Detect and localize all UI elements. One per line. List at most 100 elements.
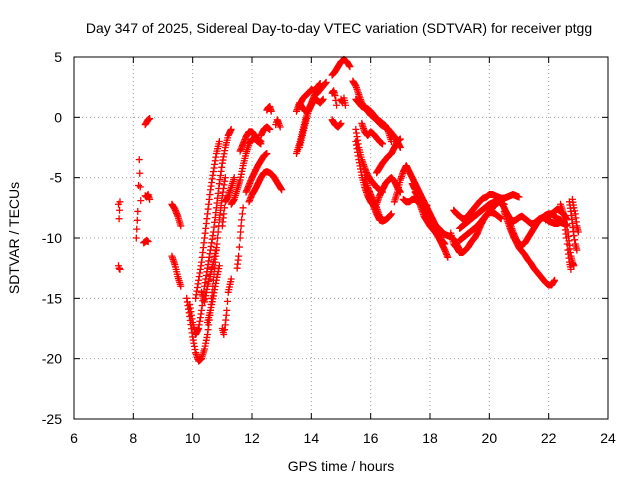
y-tick-label: 0 [54, 109, 62, 125]
series-track [562, 216, 578, 270]
data-point [236, 234, 244, 242]
data-point [134, 207, 142, 215]
data-point [567, 265, 575, 273]
data-point [267, 107, 275, 115]
data-point [331, 92, 339, 100]
data-point [423, 201, 431, 209]
data-point [135, 156, 143, 164]
data-point [115, 215, 123, 223]
data-point [132, 234, 140, 242]
data-point [235, 243, 243, 251]
data-point [573, 246, 581, 254]
data-point [239, 204, 247, 212]
data-point [146, 115, 154, 123]
series-track [192, 137, 223, 302]
series-track [293, 99, 309, 115]
data-point [221, 204, 229, 212]
data-point [491, 201, 499, 209]
series-track [242, 150, 271, 196]
data-point [227, 125, 235, 133]
data-point [515, 193, 523, 201]
data-point [221, 174, 229, 182]
data-point [263, 150, 271, 158]
series-track [503, 210, 565, 249]
data-point [333, 101, 341, 109]
data-point [322, 78, 330, 86]
data-point [563, 222, 571, 230]
series-track [450, 191, 523, 223]
series-track [115, 198, 124, 223]
series-track [367, 193, 395, 225]
data-point [116, 265, 124, 273]
data-point [116, 198, 124, 206]
data-point [214, 234, 222, 242]
series-track [272, 116, 284, 131]
data-point [221, 326, 229, 334]
data-point [571, 207, 579, 215]
data-point [227, 275, 235, 283]
series-track [115, 262, 124, 273]
data-point [146, 195, 154, 203]
data-point [387, 210, 395, 218]
series-track [227, 135, 265, 208]
data-point [144, 238, 152, 246]
series-track [257, 123, 274, 139]
data-point [337, 119, 345, 127]
series-track [328, 55, 354, 79]
series-track [328, 116, 345, 131]
data-point [346, 63, 354, 71]
data-point [266, 125, 274, 133]
series-track [140, 236, 152, 247]
series-track [198, 244, 220, 306]
data-point [137, 197, 145, 205]
data-point [319, 95, 327, 103]
data-point [237, 228, 245, 236]
data-point [570, 262, 578, 270]
series-track [168, 200, 185, 230]
y-tick-label: -10 [42, 230, 62, 246]
data-point [237, 222, 245, 230]
series-track [218, 275, 235, 339]
series-track [141, 115, 154, 129]
x-tick-label: 12 [244, 430, 260, 446]
series-track [236, 128, 265, 155]
y-tick-label: 5 [54, 49, 62, 65]
data-point [136, 183, 144, 191]
series-track [218, 174, 238, 230]
y-tick-label: -15 [42, 290, 62, 306]
series-track [373, 135, 404, 177]
data-point [224, 297, 232, 305]
data-point [177, 222, 185, 230]
grid [74, 57, 608, 419]
y-tick-label: -5 [50, 170, 63, 186]
x-tick-label: 18 [422, 430, 438, 446]
y-axis-title: SDTVAR / TECUs [6, 182, 22, 294]
data-point [551, 276, 559, 284]
series-track [568, 195, 582, 236]
data-point [444, 253, 452, 261]
data-point [116, 206, 124, 214]
series-track [456, 201, 499, 244]
plot-frame [73, 56, 609, 420]
series-track [337, 94, 349, 109]
series-track [168, 252, 185, 290]
y-tick-label: -25 [42, 411, 62, 427]
data-point [133, 216, 141, 224]
data-point [570, 204, 578, 212]
data-point [230, 174, 238, 182]
data-point [238, 210, 246, 218]
series-track [352, 95, 395, 145]
series-track [358, 119, 387, 148]
series-track [183, 174, 229, 365]
data-point [220, 331, 228, 339]
x-tick-label: 24 [600, 430, 616, 446]
series-track [233, 204, 247, 272]
data-point [133, 225, 141, 233]
y-tick-label: -20 [42, 351, 62, 367]
axis-ticks: 6 8 10 12 14 16 18 20 22 24 -25 -20 -15 -10 -5 0 5 [42, 49, 616, 446]
x-tick-label: 16 [363, 430, 379, 446]
data-point [215, 262, 223, 270]
x-tick-label: 14 [304, 430, 320, 446]
series-track [132, 156, 145, 242]
